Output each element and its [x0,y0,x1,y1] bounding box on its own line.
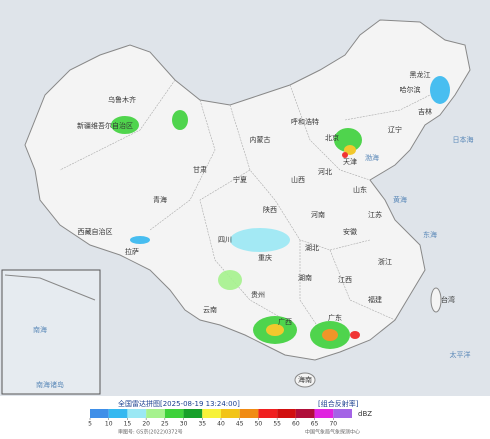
scale-cell [277,409,296,418]
place-label: 福建 [368,295,382,304]
scale-tick-label: 65 [311,421,319,428]
scale-tick-label: 55 [273,421,281,428]
sea-label: 太平洋 [450,350,471,359]
hainan-island [294,372,316,388]
place-label: 吉林 [418,107,432,116]
scale-cell [258,409,278,418]
scale-cell [314,409,334,418]
data-source: 中国气象局气象探测中心 [305,429,360,436]
scale-tick-label: 45 [236,421,244,428]
place-label: 天津 [343,158,357,166]
place-label: 辽宁 [388,125,402,134]
timestamp: [2025-08-19 13:24:00] [160,400,240,408]
place-label: 湖南 [298,273,312,282]
scale-cell [108,409,128,418]
scale-cell [127,409,147,418]
scale-tick-label: 60 [292,421,300,428]
sea-label: 黄海 [393,195,407,204]
legend-unit: dBZ [358,410,372,418]
scale-tick-label: 20 [142,421,150,428]
scale-cell [183,409,203,418]
echo [322,329,338,341]
place-label: 湖北 [305,243,319,252]
place-label: 乌鲁木齐 [108,95,136,104]
place-label: 山东 [353,185,367,194]
place-label: 江西 [338,276,352,284]
sea-label: 东海 [423,230,437,239]
scale-cell [333,409,352,418]
scale-tick-label: 35 [198,421,206,428]
place-label: 河北 [318,168,332,176]
place-label: 陕西 [263,205,277,214]
inset-coast [4,274,96,301]
echo [430,76,450,104]
place-label: 海南 [298,375,312,384]
place-label: 贵州 [251,290,265,299]
place-label: 内蒙古 [250,135,271,144]
echo [172,110,188,130]
echo [334,128,362,152]
place-label: 宁夏 [233,175,247,184]
place-label: 重庆 [258,253,272,262]
scale-tick-label: 70 [329,421,337,428]
land-outline [24,19,471,361]
place-label: 广西 [278,317,292,326]
place-label: 新疆维吾尔自治区 [77,121,133,130]
sea-label: 渤海 [365,153,379,162]
scale-tick-label: 10 [105,421,113,428]
place-label: 安徽 [343,227,357,236]
place-label: 云南 [203,305,217,314]
echo [230,228,290,252]
place-label: 黑龙江 [410,70,431,79]
product-name: [组合反射率] [318,399,359,408]
scale-tick-label: 25 [161,421,169,428]
place-label: 浙江 [378,257,392,266]
scale-cell [221,409,240,418]
south-china-sea-inset [1,269,101,395]
place-label: 甘肃 [193,165,207,174]
place-label: 山西 [291,175,305,184]
place-label: 拉萨 [125,247,139,256]
approval-number: 审图号: GS京(2022)0372号 [118,429,183,436]
scale-tick-label: 40 [217,421,225,428]
echo [266,324,284,336]
scale-cell [295,409,315,418]
place-label: 西藏自治区 [78,227,113,236]
taiwan-island [430,287,442,313]
echo [111,116,139,134]
scale-cell [90,409,109,418]
sea-label: 日本海 [453,135,474,144]
scale-tick-label: 50 [255,421,263,428]
place-label: 哈尔滨 [400,85,421,94]
color-scale: 5 10 15 20 25 30 35 40 45 50 55 60 65 70 [88,409,352,428]
echo [342,152,348,158]
place-label: 江苏 [368,210,382,219]
echo [344,145,356,155]
place-label: 北京 [325,133,339,142]
place-label: 河南 [311,210,325,219]
sea-label: 南海 [33,325,47,334]
scale-cell [202,409,221,418]
scale-cell [164,409,184,418]
title: 全国雷达拼图 [118,399,160,408]
place-label: 台湾 [441,295,455,304]
scale-cell [146,409,165,418]
radar-echoes [111,76,450,349]
place-label: 四川 [218,236,232,244]
province-borders [59,79,431,331]
place-label: 呼和浩特 [291,117,319,126]
scale-cell [239,409,259,418]
echo [218,270,242,290]
scale-tick-label: 30 [180,421,188,428]
place-label: 广东 [328,313,342,322]
echo [350,331,360,339]
scale-tick-label: 15 [124,421,132,428]
sea-label: 南海诸岛 [36,380,64,389]
scale-tick-label: 5 [88,421,92,428]
echo [130,236,150,244]
place-label: 青海 [153,195,167,204]
